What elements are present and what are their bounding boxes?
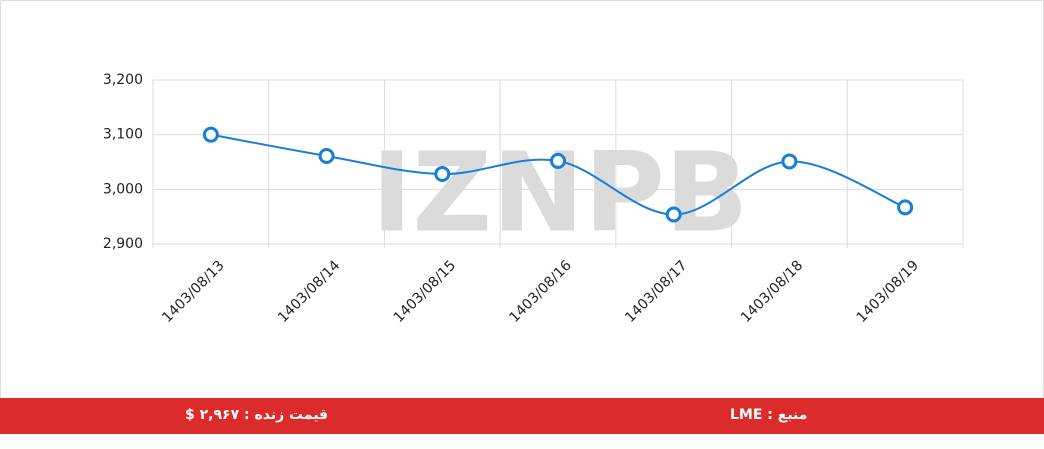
x-tick-label: 1403/08/15 xyxy=(391,258,459,326)
point xyxy=(897,199,914,216)
x-tick-label: 1403/08/18 xyxy=(738,258,806,326)
x-tick-label: 1403/08/17 xyxy=(622,258,690,326)
live-price: قیمت زنده : ۲,۹۶۷ $ xyxy=(185,407,329,423)
y-tick-label: 3,100 xyxy=(103,127,143,143)
y-tick-label: 2,900 xyxy=(103,236,143,252)
x-tick-label: 1403/08/16 xyxy=(506,257,574,325)
point xyxy=(434,166,451,183)
point xyxy=(781,153,798,170)
point xyxy=(318,147,335,164)
x-tick-label: 1403/08/13 xyxy=(159,258,227,326)
x-tick-label: 1403/08/14 xyxy=(275,257,343,325)
footer-bar: منبع : LME قیمت زنده : ۲,۹۶۷ $ xyxy=(0,398,1044,434)
y-tick-label: 3,000 xyxy=(103,181,143,197)
watermark: IZNPB xyxy=(371,128,748,256)
y-tick-label: 3,200 xyxy=(103,72,143,88)
chart: IZNPB 2,900 3,000 3,100 3,200 1403/08/13 1403… xyxy=(0,0,1044,398)
x-tick-label: 1403/08/19 xyxy=(854,258,922,326)
point xyxy=(550,152,566,169)
point xyxy=(665,206,682,223)
point xyxy=(202,126,219,143)
source: منبع : LME xyxy=(730,407,808,423)
